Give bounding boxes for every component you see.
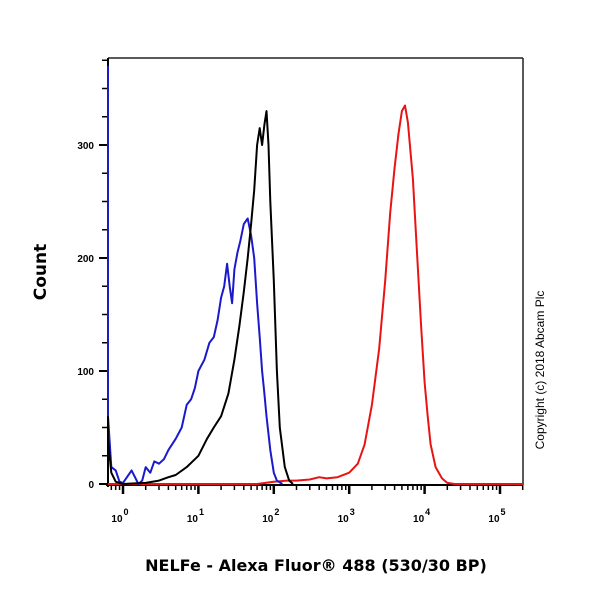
y-axis-ticks: 0 100 200 300	[77, 59, 108, 491]
histogram-series	[107, 65, 523, 485]
x-tick-label: 102	[262, 507, 279, 525]
x-tick-label: 103	[338, 507, 355, 525]
copyright-annotation: Copyright (c) 2018 Abcam Plc	[533, 291, 547, 450]
series-line-red	[108, 104, 523, 485]
x-axis-label: NELFe - Alexa Fluor® 488 (530/30 BP)	[145, 556, 487, 575]
x-tick-label: 101	[187, 507, 204, 525]
y-tick-label: 300	[77, 141, 94, 152]
y-axis-label: Count	[31, 244, 51, 301]
y-tick-label: 200	[77, 254, 94, 265]
x-tick-label: 105	[488, 507, 505, 525]
y-tick-label: 100	[77, 367, 94, 378]
series-line-blue	[107, 65, 283, 485]
x-axis-ticks: 100 101 102 103 104 105	[110, 485, 524, 525]
x-tick-label: 104	[413, 507, 430, 525]
y-tick-label: 0	[88, 480, 94, 491]
series-line-black	[107, 110, 294, 485]
plot-frame	[106, 57, 524, 487]
x-tick-label: 100	[111, 507, 128, 525]
